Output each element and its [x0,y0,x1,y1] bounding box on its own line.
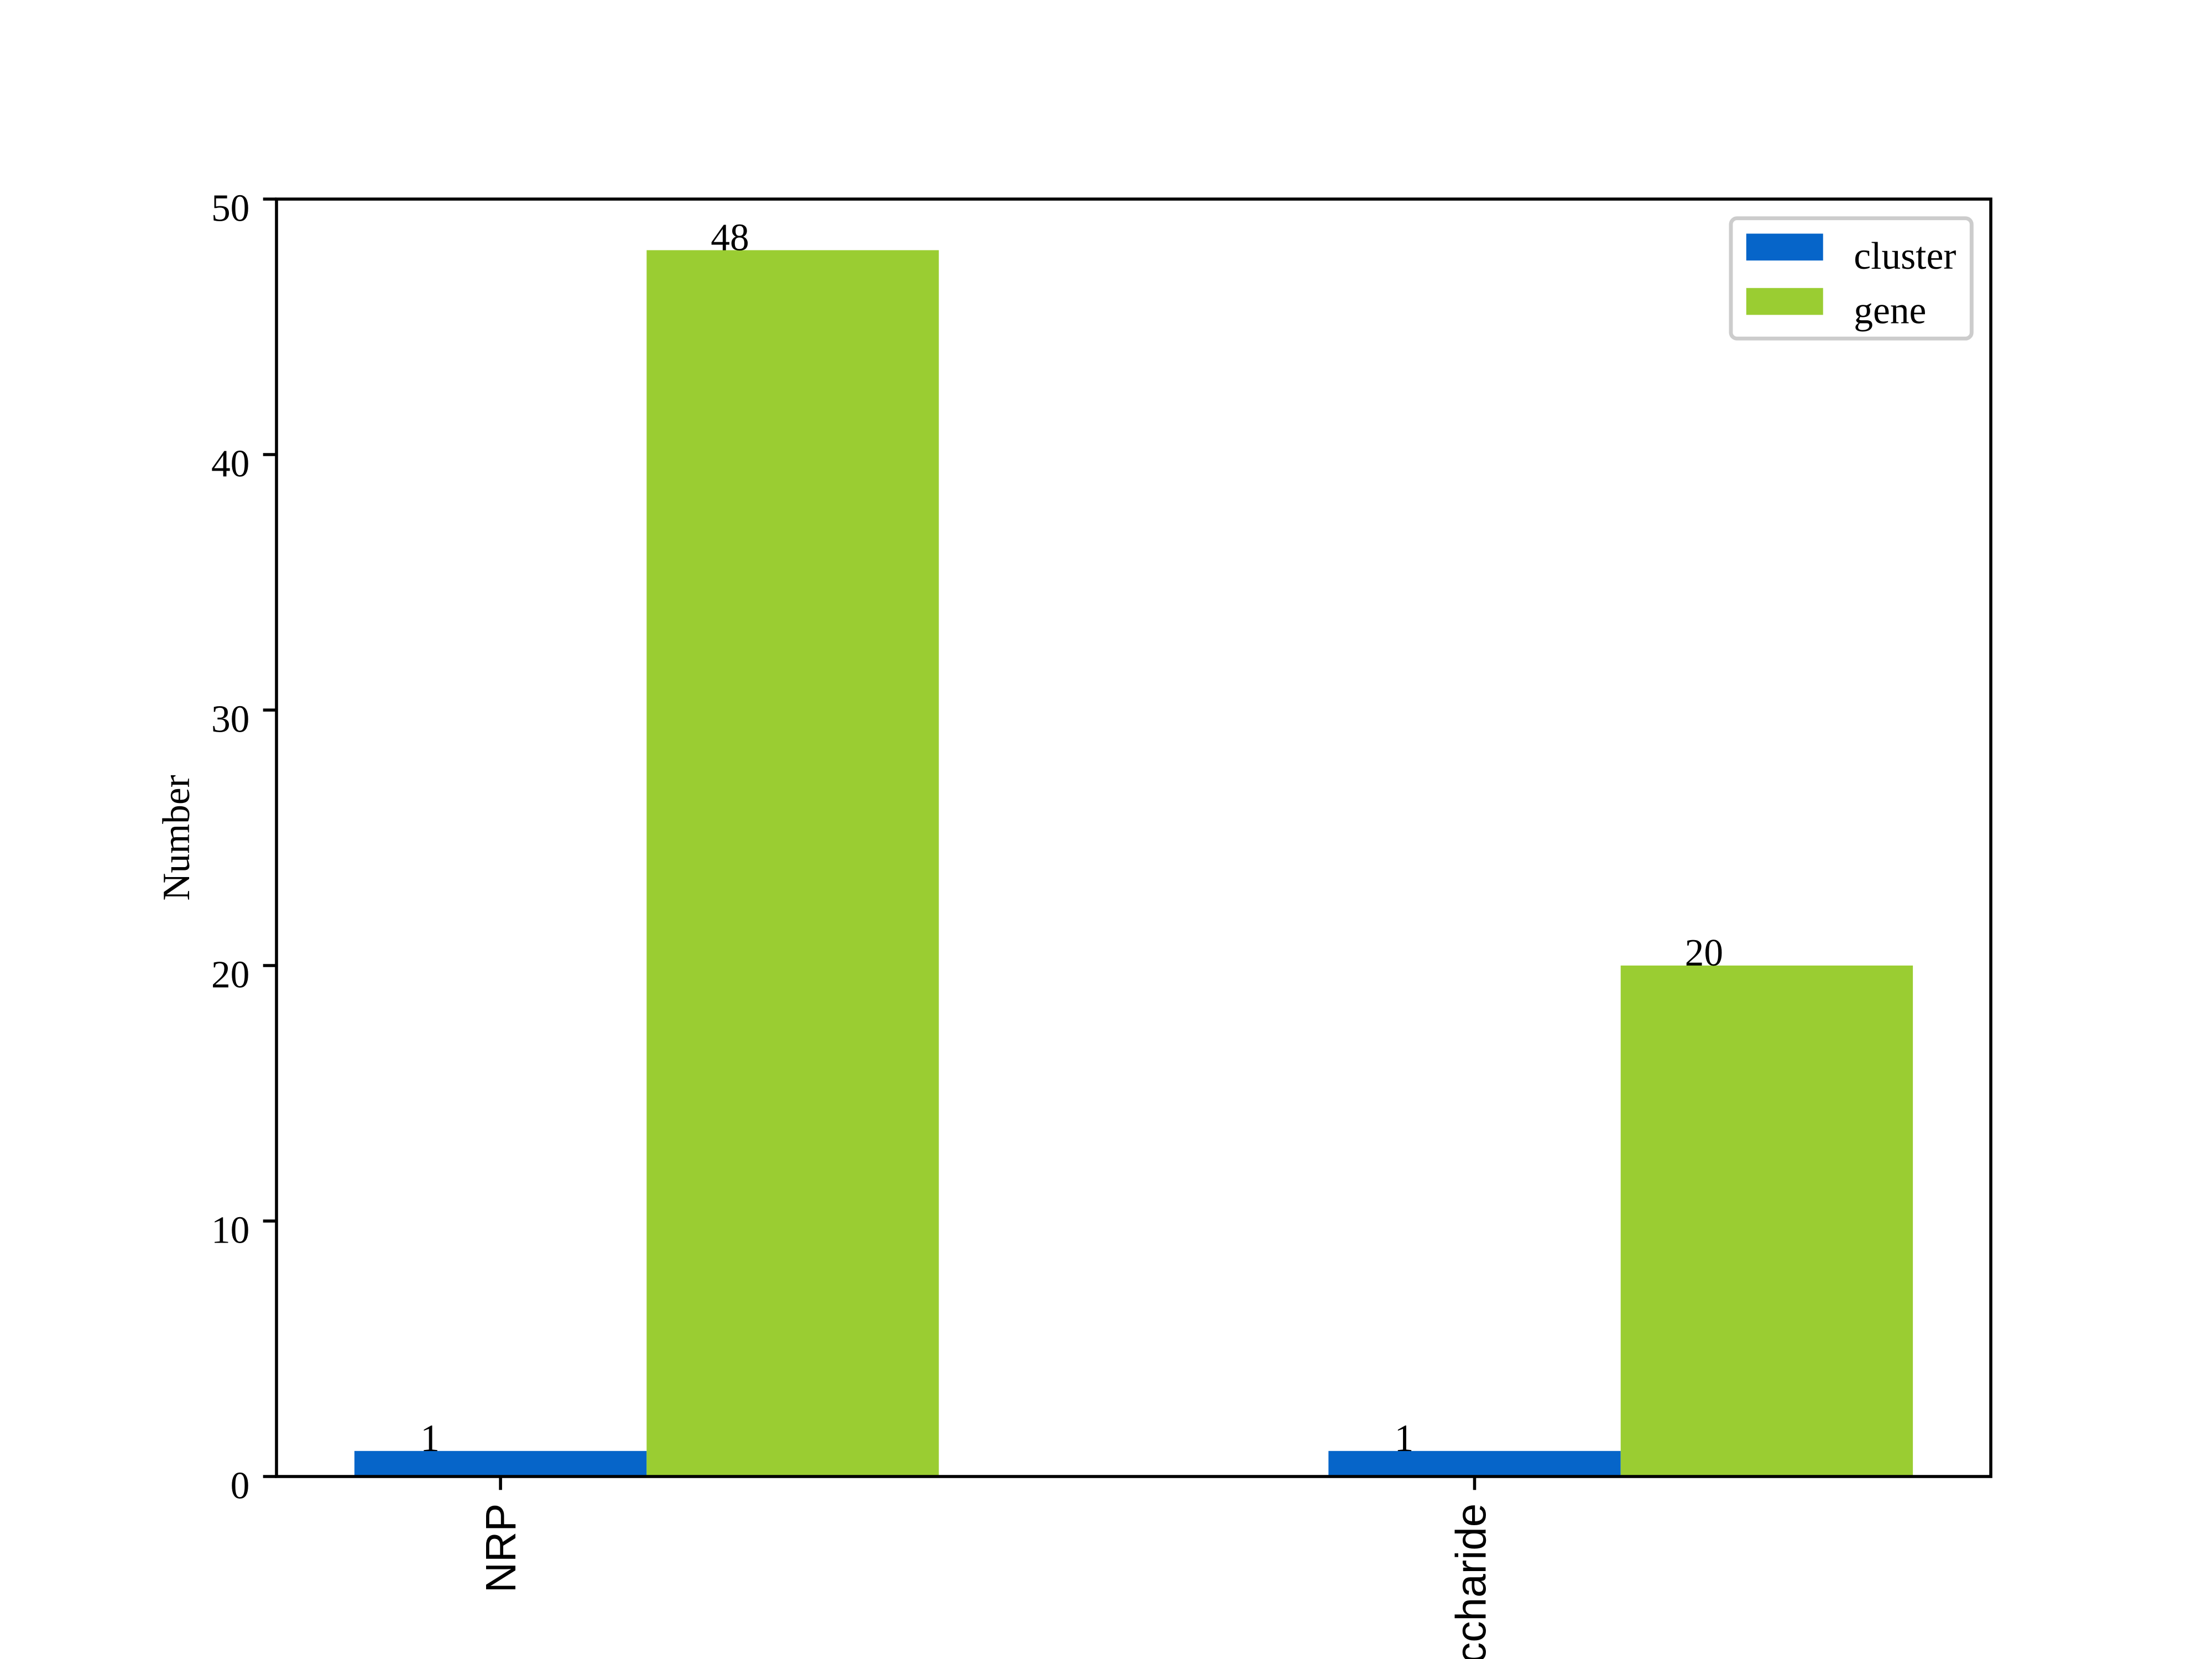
svg-text:10: 10 [211,1209,249,1251]
svg-text:gene: gene [1854,289,1926,332]
svg-text:cluster: cluster [1854,235,1956,278]
svg-text:20: 20 [211,953,249,996]
svg-text:Number: Number [155,775,198,901]
svg-text:30: 30 [211,698,249,740]
svg-text:50: 50 [211,187,249,229]
svg-text:1: 1 [420,1417,440,1460]
svg-text:48: 48 [711,216,749,259]
svg-text:NRP: NRP [478,1504,525,1593]
svg-text:0: 0 [231,1464,250,1507]
svg-text:40: 40 [211,442,249,485]
svg-text:Polysaccharide: Polysaccharide [1448,1504,1495,1659]
svg-text:1: 1 [1395,1417,1414,1460]
svg-text:20: 20 [1685,932,1723,974]
